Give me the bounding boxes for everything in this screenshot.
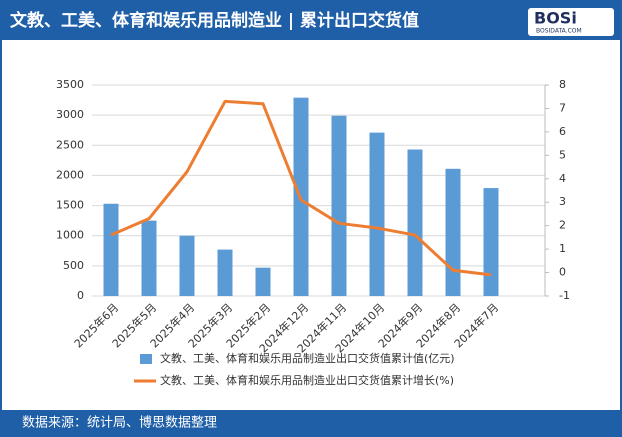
y2-tick-label: -1 [559, 289, 570, 302]
y-tick-label: 1500 [56, 199, 84, 212]
line [110, 99, 492, 277]
y2-tick-label: 3 [559, 195, 566, 208]
y-tick-label: 3000 [56, 108, 84, 121]
y-tick-label: 0 [77, 289, 84, 302]
chart-title: 文教、工美、体育和娱乐用品制造业 | 累计出口交货值 [10, 10, 419, 31]
logo-sub: BOSIDATA.COM [536, 28, 582, 35]
legend-label: 文教、工美、体育和娱乐用品制造业出口交货值累计值(亿元) [160, 351, 455, 365]
y-tick-label: 2000 [56, 168, 84, 181]
y-tick-label: 1000 [56, 229, 84, 242]
bar [141, 220, 157, 296]
bar [331, 115, 347, 296]
bar [179, 235, 195, 296]
title-bar [0, 0, 622, 40]
bar [255, 267, 271, 296]
bar [445, 168, 461, 296]
bar [483, 188, 499, 296]
legend-swatch [140, 354, 152, 364]
bar [217, 249, 233, 296]
bar [407, 149, 423, 296]
bar [103, 203, 119, 296]
y2-tick-label: 5 [559, 148, 566, 161]
y-tick-label: 3500 [56, 78, 84, 91]
logo-text: BOSi [534, 9, 577, 28]
bar [369, 132, 385, 296]
legend-label: 文教、工美、体育和娱乐用品制造业出口交货值累计增长(%) [160, 373, 454, 387]
y2-tick-label: 7 [559, 101, 566, 114]
y-tick-label: 2500 [56, 138, 84, 151]
y2-tick-label: 0 [559, 266, 566, 279]
y2-tick-label: 1 [559, 242, 566, 255]
y2-tick-label: 8 [559, 78, 566, 91]
footer-bar [0, 410, 622, 437]
y2-tick-label: 4 [559, 172, 566, 185]
y2-tick-label: 6 [559, 125, 566, 138]
source: 数据来源：统计局、博思数据整理 [22, 416, 217, 431]
y-tick-label: 500 [63, 259, 84, 272]
logo [528, 8, 614, 36]
y2-tick-label: 2 [559, 219, 566, 232]
